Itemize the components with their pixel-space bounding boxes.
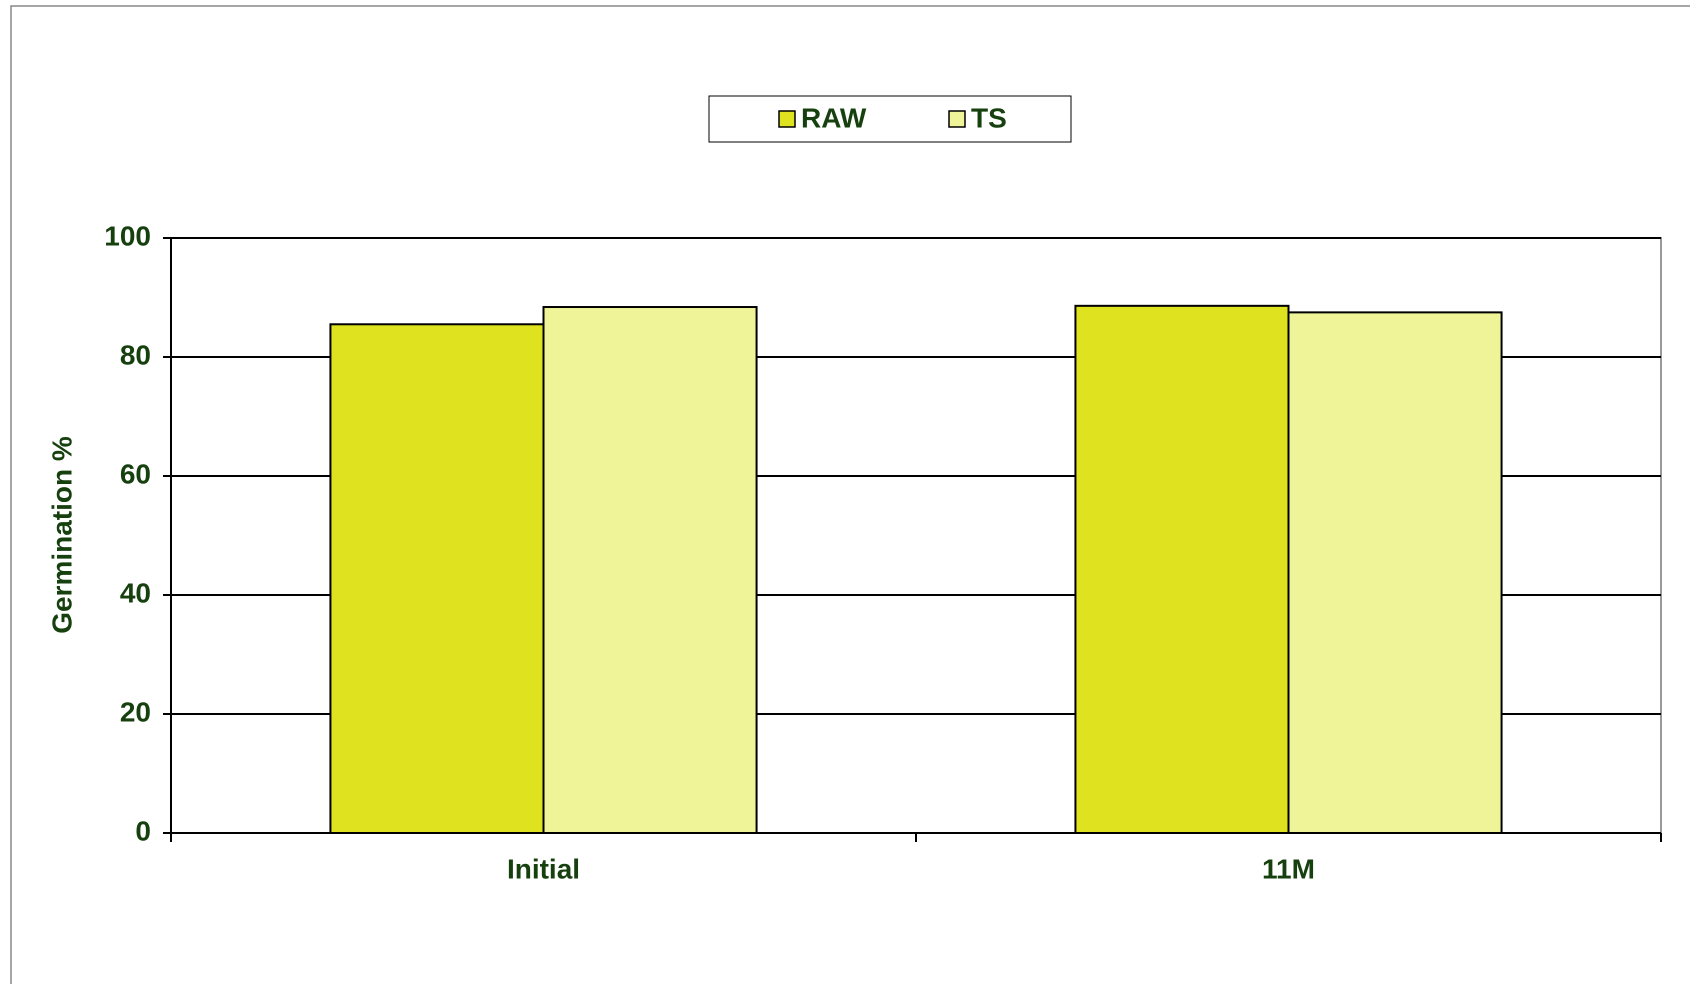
legend-label: TS	[971, 102, 1007, 133]
y-tick-label: 40	[120, 577, 151, 608]
x-tick-label: 11M	[1262, 853, 1315, 884]
y-tick-label: 60	[120, 458, 151, 489]
x-tick-label: Initial	[507, 853, 580, 884]
legend-swatch	[778, 110, 796, 128]
legend-swatch	[948, 110, 966, 128]
bar	[542, 306, 758, 834]
legend	[708, 95, 1072, 143]
bar	[1287, 311, 1503, 834]
legend-label: RAW	[801, 102, 867, 133]
y-tick-label: 0	[135, 815, 151, 846]
bar	[1074, 304, 1290, 834]
y-tick-label: 80	[120, 339, 151, 370]
bar	[329, 323, 545, 834]
y-tick-label: 100	[104, 220, 151, 251]
y-axis-label: Germination %	[46, 436, 77, 634]
y-tick-label: 20	[120, 696, 151, 727]
